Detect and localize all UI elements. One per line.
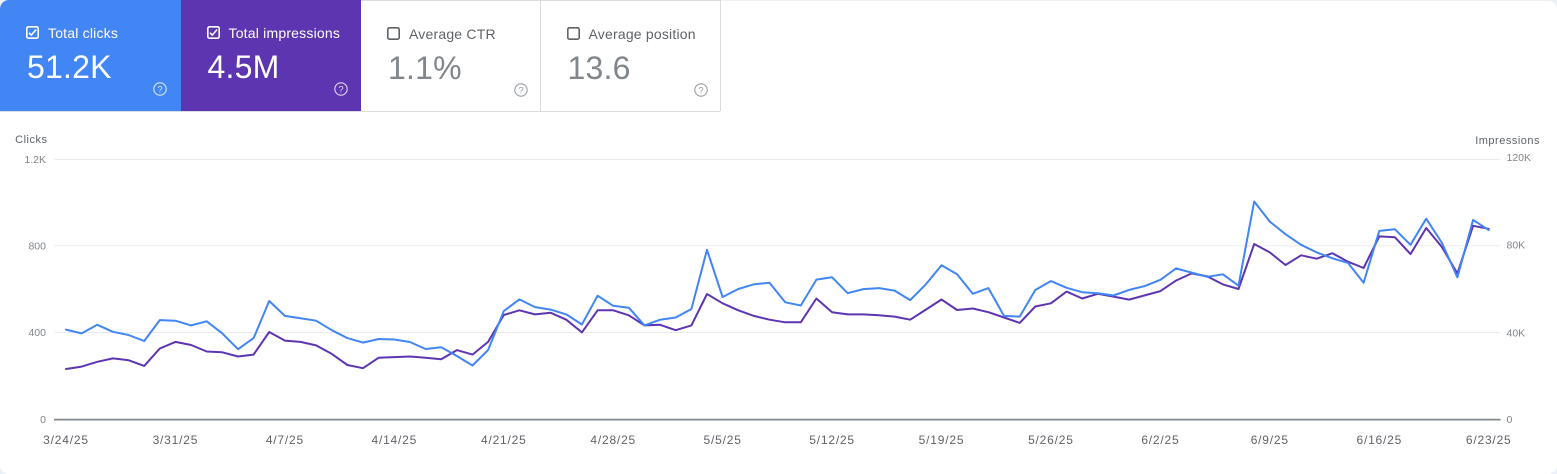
svg-text:0: 0 — [40, 414, 46, 426]
svg-text:Clicks: Clicks — [15, 134, 47, 146]
svg-text:?: ? — [157, 84, 162, 95]
svg-text:3/31/25: 3/31/25 — [153, 433, 199, 447]
svg-text:4/21/25: 4/21/25 — [481, 433, 527, 447]
svg-text:?: ? — [698, 85, 703, 96]
svg-text:400: 400 — [28, 327, 46, 339]
svg-text:5/12/25: 5/12/25 — [809, 433, 855, 447]
svg-text:6/2/25: 6/2/25 — [1141, 433, 1179, 447]
svg-text:Impressions: Impressions — [1475, 135, 1540, 147]
svg-text:120K: 120K — [1507, 152, 1532, 164]
svg-text:6/9/25: 6/9/25 — [1251, 433, 1289, 447]
svg-text:4/28/25: 4/28/25 — [590, 433, 636, 447]
svg-text:6/16/25: 6/16/25 — [1356, 433, 1402, 447]
svg-text:80K: 80K — [1507, 240, 1526, 252]
svg-text:4/7/25: 4/7/25 — [266, 433, 304, 447]
svg-text:4/14/25: 4/14/25 — [371, 433, 417, 447]
svg-text:3/24/25: 3/24/25 — [43, 433, 89, 447]
svg-text:6/23/25: 6/23/25 — [1466, 433, 1512, 447]
svg-text:5/26/25: 5/26/25 — [1028, 433, 1074, 447]
svg-text:0: 0 — [1507, 414, 1513, 426]
svg-text:40K: 40K — [1507, 328, 1526, 340]
svg-text:1.2K: 1.2K — [24, 154, 46, 166]
svg-text:?: ? — [338, 84, 343, 95]
svg-text:800: 800 — [28, 240, 46, 252]
svg-text:5/19/25: 5/19/25 — [919, 433, 965, 447]
svg-text:5/5/25: 5/5/25 — [704, 433, 742, 447]
svg-text:?: ? — [518, 85, 523, 96]
